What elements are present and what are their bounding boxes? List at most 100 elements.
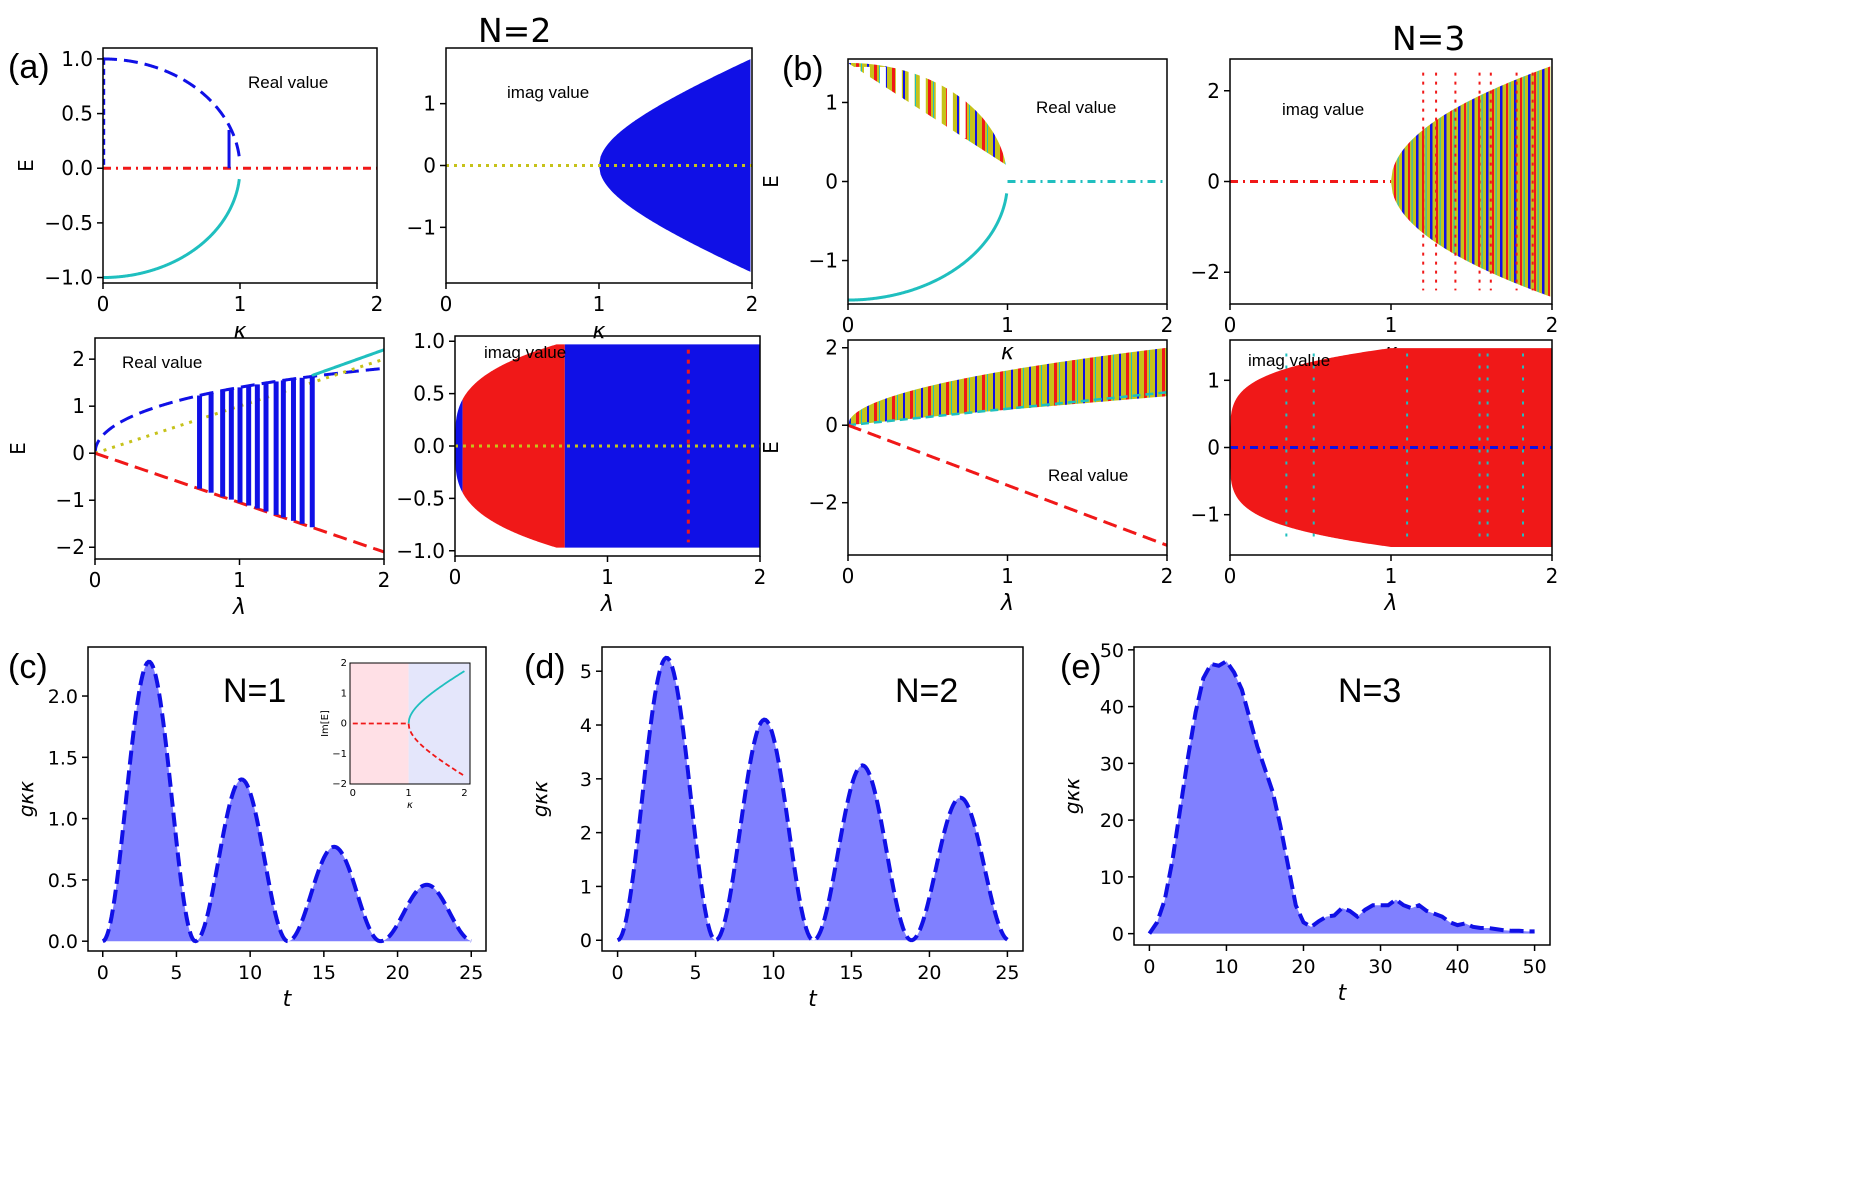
panel-b-real-lambda: 0 1 2 −2 0 2 λ E Real value <box>759 336 1173 616</box>
x-tick-label: 2 <box>746 292 759 316</box>
x-tick-label: 5 <box>690 962 702 984</box>
g-area-fill <box>102 661 472 942</box>
x-tick-label: 1 <box>234 292 247 316</box>
x-tick-label: 2 <box>1161 564 1174 588</box>
inset: 0 1 2 −2 −1 0 1 2 κ Im[E] <box>320 658 471 811</box>
plot-area <box>103 57 377 280</box>
panel-b-imag-kappa: 012−202κimag value <box>1191 58 1559 365</box>
cyan-mid-line <box>848 391 1167 427</box>
y-tick-label: 0 <box>72 441 85 465</box>
vertical-bar <box>273 381 279 515</box>
x-tick-label: 0 <box>449 565 462 589</box>
axes-frame <box>601 646 1024 952</box>
y-tick-label: 0 <box>1207 170 1220 194</box>
y-tick-label: −2 <box>56 535 85 559</box>
inset-frame <box>349 662 471 785</box>
series-diagonal <box>95 357 384 455</box>
y-tick-label: −1 <box>56 488 85 512</box>
x-tick-label: 0 <box>1143 956 1155 978</box>
x-tick-label: 0 <box>97 292 110 316</box>
gap-stripe <box>854 66 861 139</box>
x-axis-label: λ <box>600 592 614 617</box>
gap-stripe <box>946 66 953 139</box>
x-tick-label: 20 <box>1291 956 1315 978</box>
x-tick-label: 2 <box>1546 313 1559 337</box>
real-fan-area <box>848 347 1167 426</box>
inset-x-label: κ <box>407 800 413 811</box>
x-axis-label: t <box>808 987 818 1012</box>
y-tick-label: −1.0 <box>44 266 93 290</box>
x-tick-label: 1 <box>1001 313 1014 337</box>
x-axis-label: λ <box>1383 591 1397 616</box>
gap-stripe <box>919 66 926 139</box>
x-tick-label: 10 <box>761 962 785 984</box>
x-tick-label: 1 <box>1385 564 1398 588</box>
vertical-bar <box>197 395 203 489</box>
gap-stripe <box>935 66 942 139</box>
x-tick-label: 25 <box>995 962 1019 984</box>
x-tick-label: 40 <box>1445 956 1469 978</box>
imag-region-2 <box>564 344 760 548</box>
panel-annotation: Real value <box>1036 98 1116 117</box>
plot-area <box>95 348 384 554</box>
panel-label: (c) <box>8 648 48 686</box>
x-tick-label: 1 <box>233 568 246 592</box>
gap-stripe <box>908 66 915 139</box>
imag-envelope-area <box>599 59 751 272</box>
y-tick-label: 2 <box>580 823 592 845</box>
inset-y-label: Im[E] <box>320 710 331 737</box>
plot-area <box>848 62 1167 302</box>
x-tick-label: 15 <box>312 962 336 984</box>
inset-series-upper <box>407 670 465 724</box>
y-tick-label: −1 <box>809 249 838 273</box>
g-dashed-curve <box>101 659 472 944</box>
panel-label: (d) <box>524 648 566 686</box>
x-tick-label: 0 <box>97 962 109 984</box>
x-tick-label: 2 <box>378 568 391 592</box>
panel-label: (a) <box>8 48 50 86</box>
panel-annotation: imag value <box>1248 351 1330 370</box>
y-axis-label: E <box>6 442 30 455</box>
y-axis-label: E <box>759 175 783 188</box>
x-tick-label: 1 <box>1385 313 1398 337</box>
panel-a-imag-kappa: 0 1 2 −1 0 1 κ imag value <box>407 47 759 344</box>
panel-annotation: N=1 <box>223 672 286 710</box>
g-area-fill <box>1149 661 1535 934</box>
plot-area <box>455 344 760 548</box>
x-axis-label: κ <box>593 319 606 344</box>
y-tick-label: 0.5 <box>48 870 78 892</box>
y-axis-label: E <box>759 441 783 454</box>
x-tick-label: 2 <box>371 292 384 316</box>
x-tick-label: 15 <box>839 962 863 984</box>
x-axis-label: λ <box>1000 591 1014 616</box>
inset-y-tick-label: 1 <box>341 688 347 699</box>
y-tick-label: −1.0 <box>396 539 445 563</box>
x-axis-label: κ <box>234 319 247 344</box>
imag-envelope-area <box>1391 66 1551 297</box>
x-tick-label: 10 <box>238 962 262 984</box>
y-axis-label: E <box>14 159 38 172</box>
panel-e: 0 10 20 30 40 50 0 10 20 30 40 50 t gκκ N=3 (e) <box>1060 640 1551 1006</box>
plot-area <box>1147 658 1535 935</box>
x-tick-label: 0 <box>440 292 453 316</box>
y-axis-label: gκκ <box>14 781 38 817</box>
panel-label: (e) <box>1060 648 1102 686</box>
vertical-bar <box>237 387 243 503</box>
vertical-bar <box>299 377 305 524</box>
y-tick-label: 0.5 <box>413 382 445 406</box>
inset-y-tick-label: 2 <box>341 658 347 669</box>
g-area-fill <box>617 657 1008 941</box>
panel-d: 0 5 10 15 20 25 0 1 2 3 4 5 t gκκ N=2 (d) <box>524 646 1024 1012</box>
inset-y-tick-label: 0 <box>341 719 347 730</box>
x-tick-label: 2 <box>1161 313 1174 337</box>
inset-x-tick-label: 0 <box>350 788 356 799</box>
panel-a-real-lambda: 0 1 2 −2 −1 0 1 2 λ E Real value <box>6 337 391 620</box>
x-tick-label: 10 <box>1214 956 1238 978</box>
plot-area <box>101 659 472 944</box>
heading-n2: N=2 <box>478 11 551 50</box>
y-tick-label: 0.0 <box>413 434 445 458</box>
panel-annotation: imag value <box>507 83 589 102</box>
inset-y-tick-label: −2 <box>332 779 347 790</box>
y-tick-label: 0.0 <box>61 156 93 180</box>
vertical-bar <box>290 378 296 521</box>
